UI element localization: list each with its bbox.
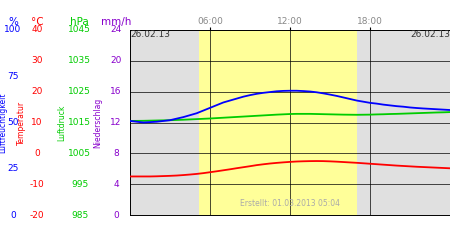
Text: 16: 16: [110, 87, 122, 96]
Text: 26.02.13: 26.02.13: [130, 30, 170, 39]
Text: 1035: 1035: [68, 56, 91, 65]
Text: Niederschlag: Niederschlag: [94, 97, 103, 148]
Text: 4: 4: [113, 180, 119, 189]
Text: 1005: 1005: [68, 149, 91, 158]
Text: Luftdruck: Luftdruck: [57, 104, 66, 141]
Text: 75: 75: [7, 72, 19, 81]
Text: 1015: 1015: [68, 118, 91, 127]
Text: Erstellt: 01.03.2013 05:04: Erstellt: 01.03.2013 05:04: [240, 198, 340, 207]
Text: mm/h: mm/h: [101, 17, 131, 27]
Text: 25: 25: [7, 164, 19, 173]
Text: 1025: 1025: [68, 87, 91, 96]
Text: -20: -20: [30, 210, 44, 220]
Text: 8: 8: [113, 149, 119, 158]
Text: -10: -10: [30, 180, 44, 189]
Text: 985: 985: [71, 210, 88, 220]
Text: %: %: [8, 17, 18, 27]
Text: hPa: hPa: [70, 17, 89, 27]
Text: 12: 12: [110, 118, 122, 127]
Text: 24: 24: [111, 26, 122, 35]
Text: 0: 0: [10, 210, 16, 220]
Text: Luftfeuchtigkeit: Luftfeuchtigkeit: [0, 92, 7, 153]
Text: 50: 50: [7, 118, 19, 127]
Text: 30: 30: [31, 56, 43, 65]
Text: 0: 0: [113, 210, 119, 220]
Text: 1045: 1045: [68, 26, 91, 35]
Text: 20: 20: [110, 56, 122, 65]
Text: 40: 40: [31, 26, 43, 35]
Text: 10: 10: [31, 118, 43, 127]
Text: Temperatur: Temperatur: [17, 100, 26, 144]
Text: 995: 995: [71, 180, 88, 189]
Text: 100: 100: [4, 26, 22, 35]
Bar: [199, 30, 357, 215]
Text: 20: 20: [31, 87, 43, 96]
Text: 26.02.13: 26.02.13: [410, 30, 450, 39]
Text: °C: °C: [31, 17, 43, 27]
Text: 0: 0: [34, 149, 40, 158]
